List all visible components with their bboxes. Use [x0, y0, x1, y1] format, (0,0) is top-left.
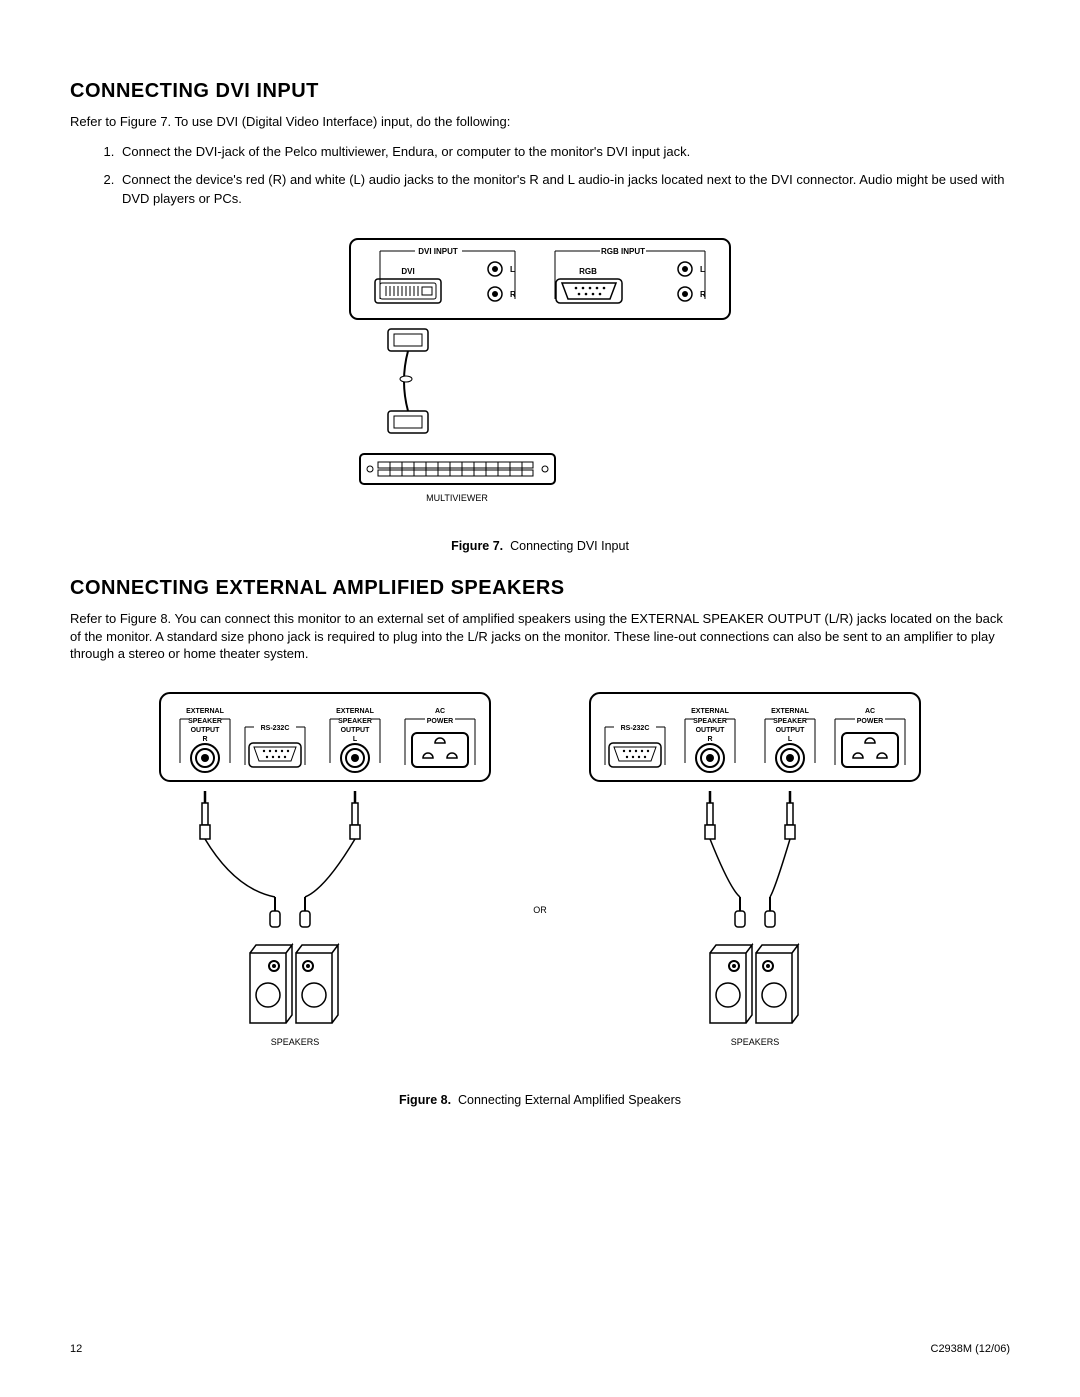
svg-text:EXTERNAL: EXTERNAL [336, 708, 374, 715]
figure-8-caption: Figure 8. Connecting External Amplified … [70, 1093, 1010, 1107]
step-2: Connect the device's red (R) and white (… [118, 171, 1010, 209]
svg-text:SPEAKER: SPEAKER [693, 718, 727, 725]
speaker-right-1 [710, 945, 752, 1023]
svg-text:OUTPUT: OUTPUT [341, 727, 371, 734]
figure-7-caption-text: Connecting DVI Input [510, 539, 629, 553]
svg-text:POWER: POWER [857, 718, 883, 725]
rca-plug-right-1 [735, 897, 745, 927]
svg-text:AC: AC [865, 708, 875, 715]
dvi-cable-icon [388, 329, 428, 433]
figure-8-svg: EXTERNAL SPEAKER OUTPUT R RS-232C [150, 683, 930, 1083]
figure-7-svg: DVI INPUT DVI L R [340, 229, 740, 529]
left-panel: EXTERNAL SPEAKER OUTPUT R RS-232C [160, 693, 490, 1047]
label-multiviewer: MULTIVIEWER [426, 493, 488, 503]
section-heading-speakers: CONNECTING EXTERNAL AMPLIFIED SPEAKERS [70, 577, 1010, 600]
rgb-audio-r-icon: R [678, 287, 706, 301]
dvi-audio-r-icon: R [488, 287, 516, 301]
speaker-left-1 [250, 945, 292, 1023]
label-r-left: R [202, 736, 207, 743]
label-rs232c-1: RS-232C [261, 725, 290, 732]
phono-plug-left-1 [200, 791, 275, 897]
svg-text:SPEAKER: SPEAKER [773, 718, 807, 725]
section2-intro: Refer to Figure 8. You can connect this … [70, 610, 1010, 663]
page-footer: 12 C2938M (12/06) [70, 1343, 1010, 1355]
label-or: OR [533, 905, 547, 915]
figure-8: EXTERNAL SPEAKER OUTPUT R RS-232C [70, 683, 1010, 1107]
rca-plug-left-2 [300, 897, 310, 927]
label-l-2: L [700, 265, 705, 274]
vga-connector-icon [556, 279, 622, 303]
speaker-left-2 [296, 945, 338, 1023]
label-dvi-input: DVI INPUT [418, 247, 458, 256]
svg-text:OUTPUT: OUTPUT [191, 727, 221, 734]
dvi-audio-l-icon: L [488, 262, 515, 276]
svg-text:EXTERNAL: EXTERNAL [771, 708, 809, 715]
svg-text:SPEAKER: SPEAKER [188, 718, 222, 725]
multiviewer-icon [360, 454, 555, 484]
label-rgb: RGB [579, 267, 597, 276]
svg-text:EXTERNAL: EXTERNAL [691, 708, 729, 715]
svg-text:OUTPUT: OUTPUT [696, 727, 726, 734]
label-l-1: L [510, 265, 515, 274]
figure-7-prefix: Figure 7. [451, 539, 503, 553]
label-r-right: R [707, 736, 712, 743]
phono-plug-right-2 [770, 791, 795, 897]
step-1: Connect the DVI-jack of the Pelco multiv… [118, 143, 1010, 162]
label-dvi: DVI [401, 267, 414, 276]
svg-text:SPEAKER: SPEAKER [338, 718, 372, 725]
svg-text:POWER: POWER [427, 718, 453, 725]
label-l-right: L [788, 736, 793, 743]
section1-steps: Connect the DVI-jack of the Pelco multiv… [70, 143, 1010, 210]
figure-8-prefix: Figure 8. [399, 1093, 451, 1107]
speaker-right-2 [756, 945, 798, 1023]
label-rs232c-2: RS-232C [621, 725, 650, 732]
label-r-2: R [700, 290, 706, 299]
rgb-audio-l-icon: L [678, 262, 705, 276]
label-l-left: L [353, 736, 358, 743]
figure-7: DVI INPUT DVI L R [70, 229, 1010, 553]
figure-7-caption: Figure 7. Connecting DVI Input [70, 539, 1010, 553]
figure-8-caption-text: Connecting External Amplified Speakers [458, 1093, 681, 1107]
svg-text:OUTPUT: OUTPUT [776, 727, 806, 734]
doc-ref: C2938M (12/06) [931, 1343, 1011, 1355]
page-number: 12 [70, 1343, 82, 1355]
label-speakers-left: SPEAKERS [271, 1037, 320, 1047]
rca-plug-right-2 [765, 897, 775, 927]
phono-plug-right-1 [705, 791, 740, 897]
svg-text:AC: AC [435, 708, 445, 715]
phono-plug-left-2 [305, 791, 360, 897]
svg-text:EXTERNAL: EXTERNAL [186, 708, 224, 715]
label-r-1: R [510, 290, 516, 299]
rca-plug-left-1 [270, 897, 280, 927]
label-rgb-input: RGB INPUT [601, 247, 645, 256]
section1-intro: Refer to Figure 7. To use DVI (Digital V… [70, 113, 1010, 131]
section-heading-dvi: CONNECTING DVI INPUT [70, 80, 1010, 103]
dvi-connector-icon [375, 279, 441, 303]
right-panel: RS-232C EXTERNAL SPEAKER OUTPUT R EXT [590, 693, 920, 1047]
label-speakers-right: SPEAKERS [731, 1037, 780, 1047]
